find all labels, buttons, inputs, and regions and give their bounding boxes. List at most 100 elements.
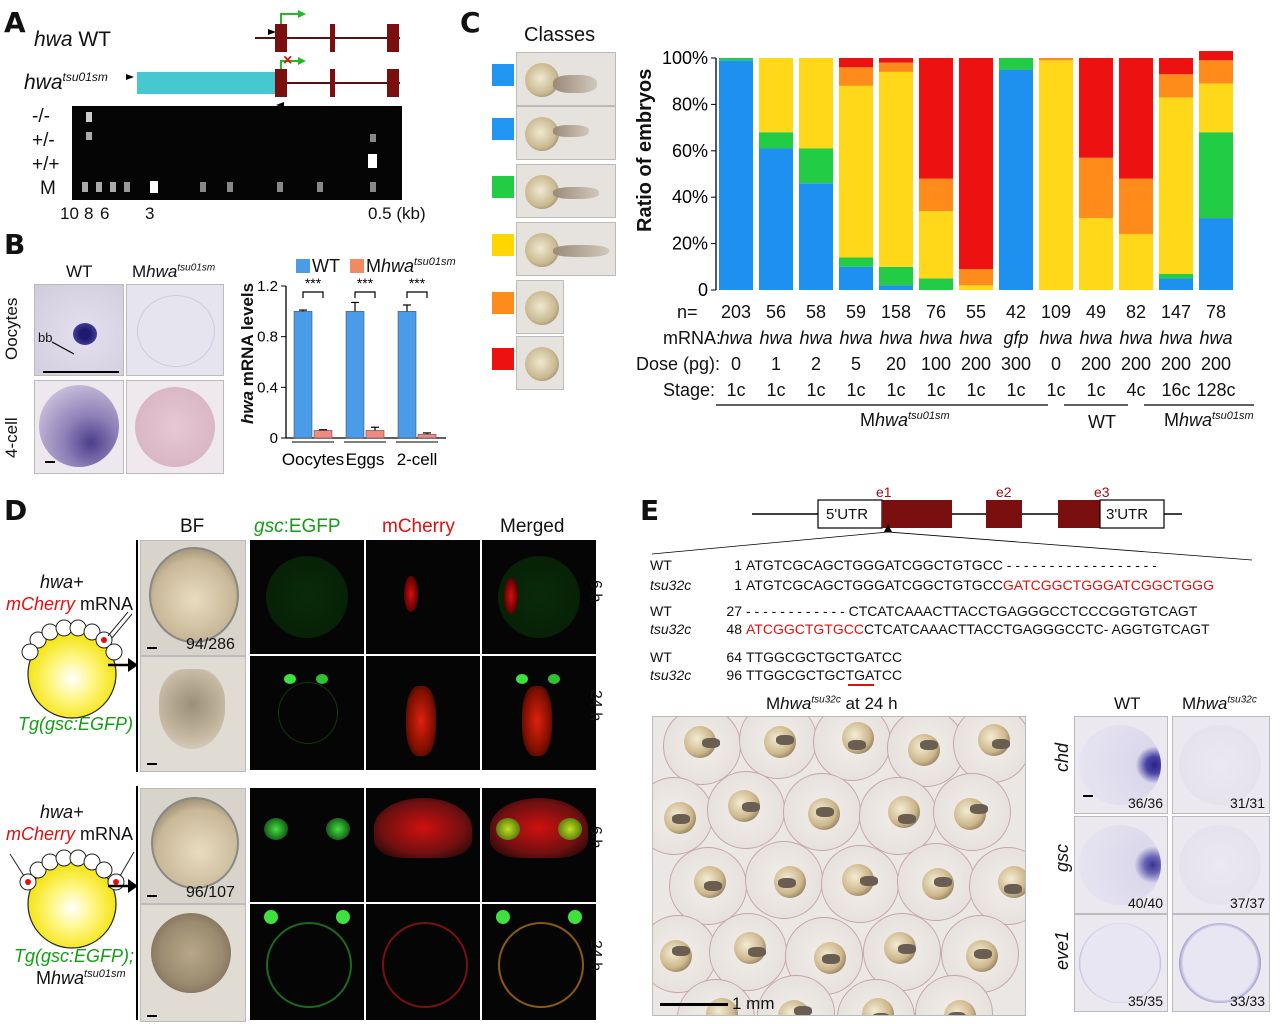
b-category-label: 2-cell — [397, 450, 438, 469]
embryo-body — [898, 944, 916, 954]
top-injection-mcherry: mCherry mRNA — [6, 594, 134, 614]
c-bar-segment-orange — [1199, 60, 1233, 84]
sequence-row: tsu32c 1 ATGTCGCAGCTGGGATCGGCTGTGCCGATCGGC… — [650, 577, 1214, 593]
c-bar-segment-blue — [759, 148, 793, 290]
c-table-stage: 128c — [1196, 380, 1236, 400]
ish-mutant-gsc: 37/37 — [1172, 816, 1270, 914]
seq-insertion: ATCGGCTGTGCC — [746, 621, 864, 637]
c-bar-segment-yellow — [1079, 218, 1113, 290]
c-table-n: 78 — [1205, 302, 1227, 322]
bot-24h-merged — [482, 904, 596, 1020]
mutant-embryo — [660, 940, 692, 972]
group-underlines — [716, 404, 1254, 406]
ish-embryo — [1079, 725, 1161, 805]
b-category-label: Oocytes — [282, 450, 344, 469]
genotyping-gel — [72, 106, 402, 200]
seq-tail: - - - - - - - - - - - - - - - - - - — [1002, 557, 1157, 573]
b-bar-mutant — [417, 433, 437, 439]
b-y-tick-label: 1.2 — [257, 278, 278, 295]
seq-name: tsu32c — [650, 577, 692, 593]
mutant-embryo — [706, 998, 738, 1015]
top-embryo-schematic — [21, 611, 133, 719]
c-table-mrna: gfp — [1003, 328, 1029, 348]
exon-3-label: e3 — [1094, 484, 1110, 500]
e-gene-structure — [651, 499, 1253, 561]
b-y-tick-label: 0.8 — [257, 329, 278, 346]
c-y-tick-label: 100% — [662, 48, 708, 68]
ish-wt-eve1: 35/35 — [1074, 914, 1168, 1012]
ish-count-mutant: 31/31 — [1229, 795, 1265, 811]
wt-oocyte-ish — [34, 284, 124, 376]
c-table-mrna: hwa — [879, 328, 913, 348]
c-bar-segment-orange — [1119, 178, 1153, 235]
top-6h-merged — [482, 540, 596, 654]
sequence-row: WT 27- - - - - - - - - - - - CTCATCAAACTT… — [650, 603, 1197, 619]
c-bar-segment-green — [879, 266, 913, 286]
ish-gene-label: eve1 — [1052, 930, 1072, 970]
c-table-mrna: hwa — [719, 328, 753, 348]
c-table-n: 109 — [1040, 302, 1072, 322]
hwa-mutant-label: hwatsu01sm — [24, 70, 108, 94]
c-table-stage: 1c — [966, 380, 986, 400]
bot-6h-bf — [140, 788, 246, 904]
exon-2-label: e2 — [996, 484, 1012, 500]
ish-gene-label: chd — [1052, 742, 1072, 772]
embryo-body — [672, 814, 690, 824]
chorion — [897, 843, 975, 921]
c-table-stage: 1c — [926, 380, 946, 400]
c-y-tick-label: 20% — [672, 234, 708, 254]
embryo-yolk — [525, 291, 559, 325]
size-6kb: 6 — [100, 204, 110, 223]
ish-embryo — [1179, 725, 1261, 805]
seq-name: WT — [650, 557, 672, 573]
embryo-body — [702, 738, 720, 748]
c-bar-segment-red — [959, 58, 993, 270]
embryo-class-stacked-chart: 0 20% 40% 60% 80% 100% — [662, 48, 1233, 300]
exon-1-label: e1 — [876, 484, 892, 500]
embryo-body — [848, 740, 866, 750]
bot-6h-egfp — [250, 788, 364, 902]
utr5-label: 5'UTR — [826, 506, 869, 523]
group-wt: WT — [1088, 412, 1116, 432]
class-swatch — [492, 176, 514, 198]
embryo-body — [748, 947, 766, 957]
sequence-row: WT 64 TTGGCGCTGCTGATCC — [650, 649, 902, 665]
c-table-n: 58 — [805, 302, 827, 322]
c-bar-segment-red — [1199, 51, 1233, 61]
chorion — [709, 913, 787, 991]
bot-6h-merged — [482, 788, 596, 902]
class-embryo-photo — [516, 280, 564, 334]
bottom-embryo-schematic — [9, 849, 135, 949]
c-table-stage: 1c — [886, 380, 906, 400]
c-table-mrna: hwa — [1199, 328, 1233, 348]
c-bar-segment-green — [919, 278, 953, 290]
ish-mutant-chd: 31/31 — [1172, 716, 1270, 814]
seq-position: 96 — [726, 667, 742, 683]
embryo-body — [822, 954, 840, 964]
c-table-dose: 0 — [1050, 354, 1061, 374]
c-table-mrna: hwa — [1039, 328, 1073, 348]
c-table-dose: 100 — [920, 354, 952, 374]
d-col-mcherry: mCherry — [382, 516, 455, 537]
panel-b-label: B — [4, 228, 26, 261]
gel-row-heterozygous: +/- — [32, 130, 55, 151]
chorion — [969, 847, 1025, 925]
ish-col-mutant: Mhwatsu32c — [1182, 694, 1257, 713]
c-bar-segment-yellow — [1159, 97, 1193, 274]
c-bar-segment-yellow — [799, 58, 833, 149]
b-col-mutant: Mhwatsu01sm — [132, 262, 216, 281]
c-bar-segment-blue — [879, 285, 913, 290]
chorion — [739, 717, 817, 779]
wt-4cell-ish — [34, 380, 124, 474]
c-bar-segment-blue — [839, 266, 873, 290]
c-bar-segment-blue — [1199, 218, 1233, 290]
top-6h-bf — [140, 540, 246, 656]
chorion — [669, 847, 747, 925]
balbiani-body-label: bb — [38, 330, 53, 345]
mutant-embryo — [954, 798, 986, 830]
class-swatch — [492, 118, 514, 140]
top-6h-egfp — [250, 540, 364, 654]
chorion — [783, 773, 861, 851]
size-10kb: 10 — [60, 204, 79, 223]
c-table-dose: 200 — [1200, 354, 1232, 374]
